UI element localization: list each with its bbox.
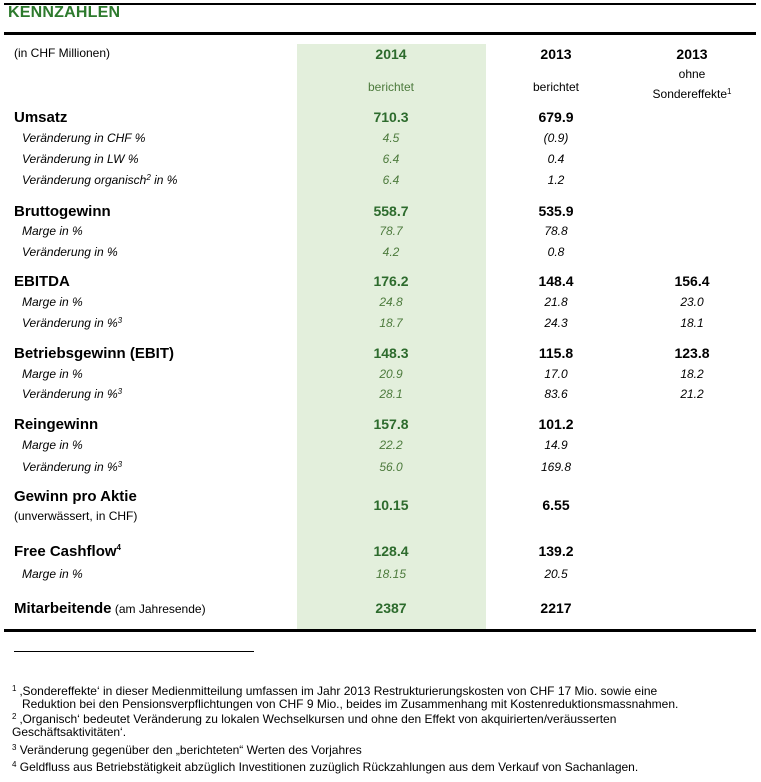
value: 123.8 [674, 345, 710, 361]
footnote-3: 3 Veränderung gegenüber den „berichteten… [12, 743, 362, 757]
row-label: Marge in % [22, 295, 83, 309]
row-label: Veränderung in %3 [22, 316, 123, 330]
value: 83.6 [544, 387, 568, 401]
value: 157.8 [373, 416, 409, 432]
row-label: Veränderung in %3 [22, 387, 123, 401]
value: 6.55 [542, 497, 570, 513]
row-label: Veränderung organisch2 in % [22, 173, 178, 187]
value: 0.8 [547, 245, 565, 259]
value: 24.8 [379, 295, 403, 309]
sub-2013-adjusted-2: Sondereffekte1 [652, 87, 732, 101]
year-2014: 2014 [375, 46, 407, 62]
value: 6.4 [382, 152, 400, 166]
value: 4.5 [382, 131, 400, 145]
value: 148.3 [373, 345, 409, 361]
year-2013-adjusted: 2013 [676, 46, 708, 62]
page-title: KENNZAHLEN [8, 4, 121, 21]
value: 78.8 [544, 224, 568, 238]
value: 169.8 [540, 460, 572, 474]
row-label: Veränderung in CHF % [22, 131, 146, 145]
value: 28.1 [379, 387, 403, 401]
value: 21.8 [544, 295, 568, 309]
value: 18.2 [680, 367, 704, 381]
row-label-gewinn-pro-aktie: Gewinn pro Aktie [14, 488, 137, 505]
footnote-2: 2 ‚Organisch‘ bedeutet Veränderung zu lo… [12, 712, 617, 739]
row-label: Veränderung in % [22, 245, 118, 259]
value: (0.9) [543, 131, 569, 145]
value: 56.0 [379, 460, 403, 474]
row-label-free-cashflow: Free Cashflow4 [14, 543, 121, 560]
row-label-reingewinn: Reingewinn [14, 416, 99, 433]
value: 0.4 [547, 152, 565, 166]
bottom-rule [4, 629, 756, 632]
row-label: Marge in % [22, 224, 83, 238]
value: 21.2 [680, 387, 704, 401]
value: 148.4 [538, 273, 574, 289]
value: 139.2 [538, 543, 574, 559]
value: 115.8 [538, 345, 574, 361]
row-label-umsatz: Umsatz [14, 109, 68, 126]
top-rule [4, 3, 756, 5]
footnote-4: 4 Geldfluss aus Betriebstätigkeit abzügl… [12, 760, 639, 774]
value: 1.2 [547, 173, 565, 187]
value: 558.7 [373, 203, 409, 219]
value: 535.9 [538, 203, 574, 219]
row-label: Veränderung in %3 [22, 460, 123, 474]
row-label: Marge in % [22, 367, 83, 381]
value: 4.2 [382, 245, 400, 259]
value: 101.2 [538, 416, 574, 432]
value: 24.3 [544, 316, 568, 330]
value: 128.4 [373, 543, 409, 559]
sub-2014: berichtet [367, 80, 415, 94]
value: 10.15 [373, 497, 409, 513]
row-label: Veränderung in LW % [22, 152, 139, 166]
sub-2013-adjusted-1: ohne [678, 67, 706, 81]
unit-note: (in CHF Millionen) [14, 46, 111, 60]
title-rule [4, 32, 756, 35]
column-2014-highlight [297, 44, 486, 629]
row-label-ebit: Betriebsgewinn (EBIT) [14, 345, 175, 362]
value: 176.2 [373, 273, 409, 289]
value: 17.0 [544, 367, 568, 381]
row-label-mitarbeitende: Mitarbeitende (am Jahresende) [14, 600, 206, 617]
row-sublabel: (unverwässert, in CHF) [14, 509, 138, 523]
row-label-bruttogewinn: Bruttogewinn [14, 203, 111, 220]
value: 18.15 [375, 567, 407, 581]
value: 22.2 [379, 438, 403, 452]
year-2013: 2013 [540, 46, 572, 62]
value: 18.7 [379, 316, 403, 330]
footnote-separator [14, 651, 254, 652]
value: 679.9 [538, 109, 574, 125]
footnote-1: 1 ‚Sondereffekte‘ in dieser Medienmittei… [12, 684, 679, 711]
value: 14.9 [544, 438, 568, 452]
value: 78.7 [379, 224, 403, 238]
value: 156.4 [674, 273, 710, 289]
value: 2387 [375, 600, 407, 616]
value: 710.3 [373, 109, 409, 125]
row-label-ebitda: EBITDA [14, 273, 70, 290]
value: 23.0 [680, 295, 704, 309]
sub-2013: berichtet [532, 80, 580, 94]
value: 20.5 [544, 567, 568, 581]
value: 6.4 [382, 173, 400, 187]
row-label: Marge in % [22, 567, 83, 581]
value: 18.1 [680, 316, 704, 330]
row-label: Marge in % [22, 438, 83, 452]
value: 20.9 [379, 367, 403, 381]
value: 2217 [540, 600, 572, 616]
